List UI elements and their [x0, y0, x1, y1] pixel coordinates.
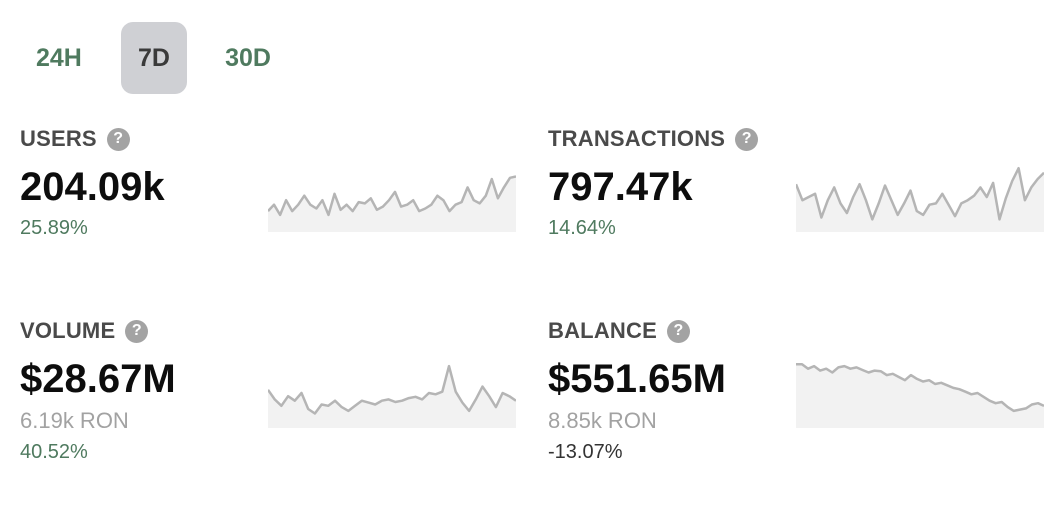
- metric-volume: VOLUME ? $28.67M 6.19k RON 40.52%: [20, 316, 520, 464]
- tab-24h[interactable]: 24H: [36, 43, 82, 72]
- tab-30d[interactable]: 30D: [225, 43, 271, 72]
- metric-change: -13.07%: [548, 441, 623, 463]
- sparkline-area: [268, 366, 516, 428]
- sparkline-svg: [268, 364, 516, 428]
- metric-change: 25.89%: [20, 217, 88, 239]
- metric-balance: BALANCE ? $551.65M 8.85k RON -13.07%: [548, 316, 1048, 464]
- metric-value: $28.67M: [20, 357, 176, 401]
- sparkline-svg: [796, 166, 1044, 232]
- transactions-sparkline: [796, 162, 1044, 232]
- balance-sparkline: [796, 358, 1044, 428]
- sparkline-line: [268, 364, 516, 415]
- metric-title: TRANSACTIONS ?: [548, 124, 1048, 154]
- volume-sparkline: [268, 358, 516, 428]
- sparkline-area: [796, 364, 1044, 428]
- metric-value: $551.65M: [548, 357, 726, 401]
- metric-sub-value: 6.19k RON: [20, 408, 129, 433]
- help-icon[interactable]: ?: [735, 127, 759, 151]
- help-icon[interactable]: ?: [666, 319, 690, 343]
- metric-title: USERS ?: [20, 124, 520, 154]
- metric-value: 797.47k: [548, 165, 693, 209]
- metric-value: 204.09k: [20, 165, 165, 209]
- sparkline-line: [268, 175, 516, 217]
- sparkline-area: [268, 176, 516, 232]
- sparkline-line: [796, 166, 1044, 221]
- timeframe-tabs: 24H 7D 30D: [20, 22, 293, 94]
- metric-change: 14.64%: [548, 217, 616, 239]
- sparkline-svg: [796, 362, 1044, 428]
- metric-title-label: VOLUME: [20, 318, 116, 343]
- metric-title-label: USERS: [20, 126, 97, 151]
- sparkline-line: [796, 362, 1044, 413]
- metric-transactions: TRANSACTIONS ? 797.47k 14.64%: [548, 124, 1048, 240]
- tab-7d[interactable]: 7D: [121, 22, 187, 94]
- metric-title: VOLUME ?: [20, 316, 520, 346]
- help-icon[interactable]: ?: [106, 127, 130, 151]
- metric-users: USERS ? 204.09k 25.89%: [20, 124, 520, 240]
- sparkline-svg: [268, 175, 516, 232]
- metric-title: BALANCE ?: [548, 316, 1048, 346]
- users-sparkline: [268, 162, 516, 232]
- metric-title-label: TRANSACTIONS: [548, 126, 726, 151]
- metric-sub-value: 8.85k RON: [548, 408, 657, 433]
- sparkline-area: [796, 168, 1044, 232]
- help-icon[interactable]: ?: [125, 319, 149, 343]
- metric-change: 40.52%: [20, 441, 88, 463]
- metric-title-label: BALANCE: [548, 318, 657, 343]
